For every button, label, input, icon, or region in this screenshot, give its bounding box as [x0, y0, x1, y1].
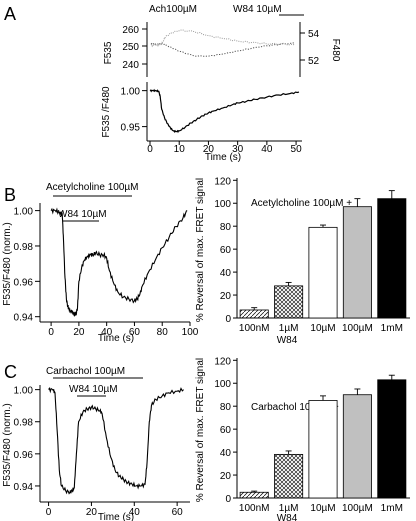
a-trace-f480 [150, 29, 296, 48]
bbar-ylabel: % Reversal of max. FRET signal [195, 178, 206, 322]
b-xtick-label: 60 [129, 327, 141, 338]
c-bars-bar-3 [342, 394, 372, 499]
b-bars-bar-0 [239, 309, 269, 319]
c-bars-bar-2 [308, 400, 338, 499]
a-top-ylabel-right: F480 [330, 39, 341, 62]
c-bars-bar-1 [274, 453, 304, 499]
panel-c-bars: Carbachol 100µM + % Reversal of max. FRE… [195, 356, 410, 521]
c-ytick-label: 0.96 [14, 450, 34, 461]
panel-c-trace: Carbachol 100µM W84 10µM 1.00 0.98 0.96 0.9… [2, 366, 190, 521]
c-bars-ytick-label: 60 [220, 425, 232, 436]
c-bars-category-label: 100µM [342, 503, 373, 514]
b-bars-ytick-label: 80 [220, 222, 232, 233]
b-bars-bar-4 [377, 198, 407, 319]
c-bars-bar-4 [377, 379, 407, 499]
a-top-ylabel-left: F535 [103, 41, 114, 64]
a-bottom-xtick-label: 50 [291, 144, 303, 155]
c-bars-bar-0 [239, 491, 269, 499]
annotation-agonist-a: Ach100µM [149, 4, 197, 15]
c-ylabel: F535/F480 (norm.) [2, 403, 13, 486]
b-xtick-label: 80 [157, 327, 169, 338]
b-xlabel: Time (s) [98, 333, 134, 344]
a-bottom-xtick-label: 40 [261, 144, 273, 155]
cbar-group-label: W84 [277, 513, 298, 521]
b-ytick-label: 1.00 [14, 207, 34, 218]
panel-letter-c: C [4, 362, 17, 382]
b-ylabel: F535/F480 (norm.) [2, 222, 13, 305]
c-xtick-label: 0 [46, 507, 52, 518]
c-bars-ytick-label: 20 [220, 471, 232, 482]
b-trace-ratio [50, 207, 188, 317]
c-bars-category-label: 10µM [310, 503, 335, 514]
b-xtick-label: 40 [101, 327, 113, 338]
b-bars-ytick-label: 0 [225, 314, 231, 325]
c-bars-category-label: 100nM [239, 503, 270, 514]
b-bars-ytick-label: 20 [220, 291, 232, 302]
a-top-ytick-52: 52 [308, 56, 320, 67]
b-bars-category-label: 100nM [239, 323, 270, 334]
panel-a: Ach100µM W84 10µM 260 250 240 54 52 F535… [101, 4, 341, 163]
c-xtick-label: 60 [172, 507, 184, 518]
bbar-group-label: W84 [277, 335, 298, 346]
c-xlabel: Time (s) [98, 512, 134, 521]
c-bars-ytick-label: 0 [225, 494, 231, 505]
a-bottom-xtick-label: 30 [232, 144, 244, 155]
b-bars-ytick-label: 100 [214, 199, 231, 210]
a-bottom-ytick-label: 1.00 [121, 87, 141, 98]
a-bottom-ylabel: F535 /F480 [101, 86, 112, 138]
c-ytick-label: 1.00 [14, 386, 34, 397]
a-bottom-ytick-label: 0.95 [121, 123, 141, 134]
b-bars-bar-2 [308, 226, 338, 319]
b-bars-ytick-label: 60 [220, 245, 232, 256]
a-top-ytick-240: 240 [122, 60, 139, 71]
c-bars-ytick-label: 100 [214, 379, 231, 390]
panel-b-bars: Acetylcholine 100µM + % Reversal of max.… [195, 176, 410, 346]
a-trace-ratio [149, 88, 300, 134]
bbar-title: Acetylcholine 100µM + [251, 198, 352, 209]
a-bottom-xtick-label: 0 [147, 144, 153, 155]
b-ytick-label: 0.98 [14, 242, 34, 253]
b-bars-ytick-label: 40 [220, 268, 232, 279]
b-bars-ytick-label: 120 [214, 176, 231, 187]
b-ytick-label: 0.96 [14, 277, 34, 288]
b-ytick-label: 0.94 [14, 313, 34, 324]
annotation-w84-b: W84 10µM [58, 209, 107, 220]
c-bars-ytick-label: 40 [220, 448, 232, 459]
b-bars-bar-1 [274, 285, 304, 319]
c-bars-category-label: 1µM [279, 503, 299, 514]
c-trace-ratio [48, 386, 184, 495]
b-bars-category-label: 1µM [279, 323, 299, 334]
a-trace-f535 [150, 42, 296, 57]
panel-letter-a: A [4, 4, 16, 24]
a-bottom-xlabel: Time (s) [205, 152, 241, 163]
cbar-title: Carbachol 100µM + [251, 402, 339, 413]
b-xtick-label: 100 [182, 327, 199, 338]
b-bars-category-label: 10µM [310, 323, 335, 334]
c-xtick-label: 40 [129, 507, 141, 518]
panel-b-trace: Acetylcholine 100µM W84 10µM 1.00 0.98 0.9… [2, 182, 199, 344]
b-bars-category-label: 1mM [381, 323, 403, 334]
a-bottom-xtick-label: 10 [174, 144, 186, 155]
a-bottom-xtick-label: 20 [203, 144, 215, 155]
c-ytick-label: 0.98 [14, 418, 34, 429]
a-top-ytick-54: 54 [308, 29, 320, 40]
b-xtick-label: 20 [73, 327, 85, 338]
a-top-ytick-250: 250 [122, 42, 139, 53]
annotation-w84-c: W84 10µM [69, 384, 118, 395]
b-xtick-label: 0 [48, 327, 54, 338]
annotation-w84-a: W84 10µM [233, 4, 282, 15]
panel-letter-b: B [4, 185, 16, 205]
c-bars-ytick-label: 120 [214, 356, 231, 367]
annotation-agonist-c: Carbachol 100µM [46, 366, 125, 377]
a-top-ytick-260: 260 [122, 25, 139, 36]
cbar-ylabel: % Reversal of max. FRET signal [195, 358, 206, 502]
c-xtick-label: 20 [86, 507, 98, 518]
b-bars-bar-3 [342, 206, 372, 319]
annotation-agonist-b: Acetylcholine 100µM [46, 182, 138, 193]
c-bars-ytick-label: 80 [220, 402, 232, 413]
c-ytick-label: 0.94 [14, 482, 34, 493]
c-bars-category-label: 1mM [381, 503, 403, 514]
b-bars-category-label: 100µM [342, 323, 373, 334]
